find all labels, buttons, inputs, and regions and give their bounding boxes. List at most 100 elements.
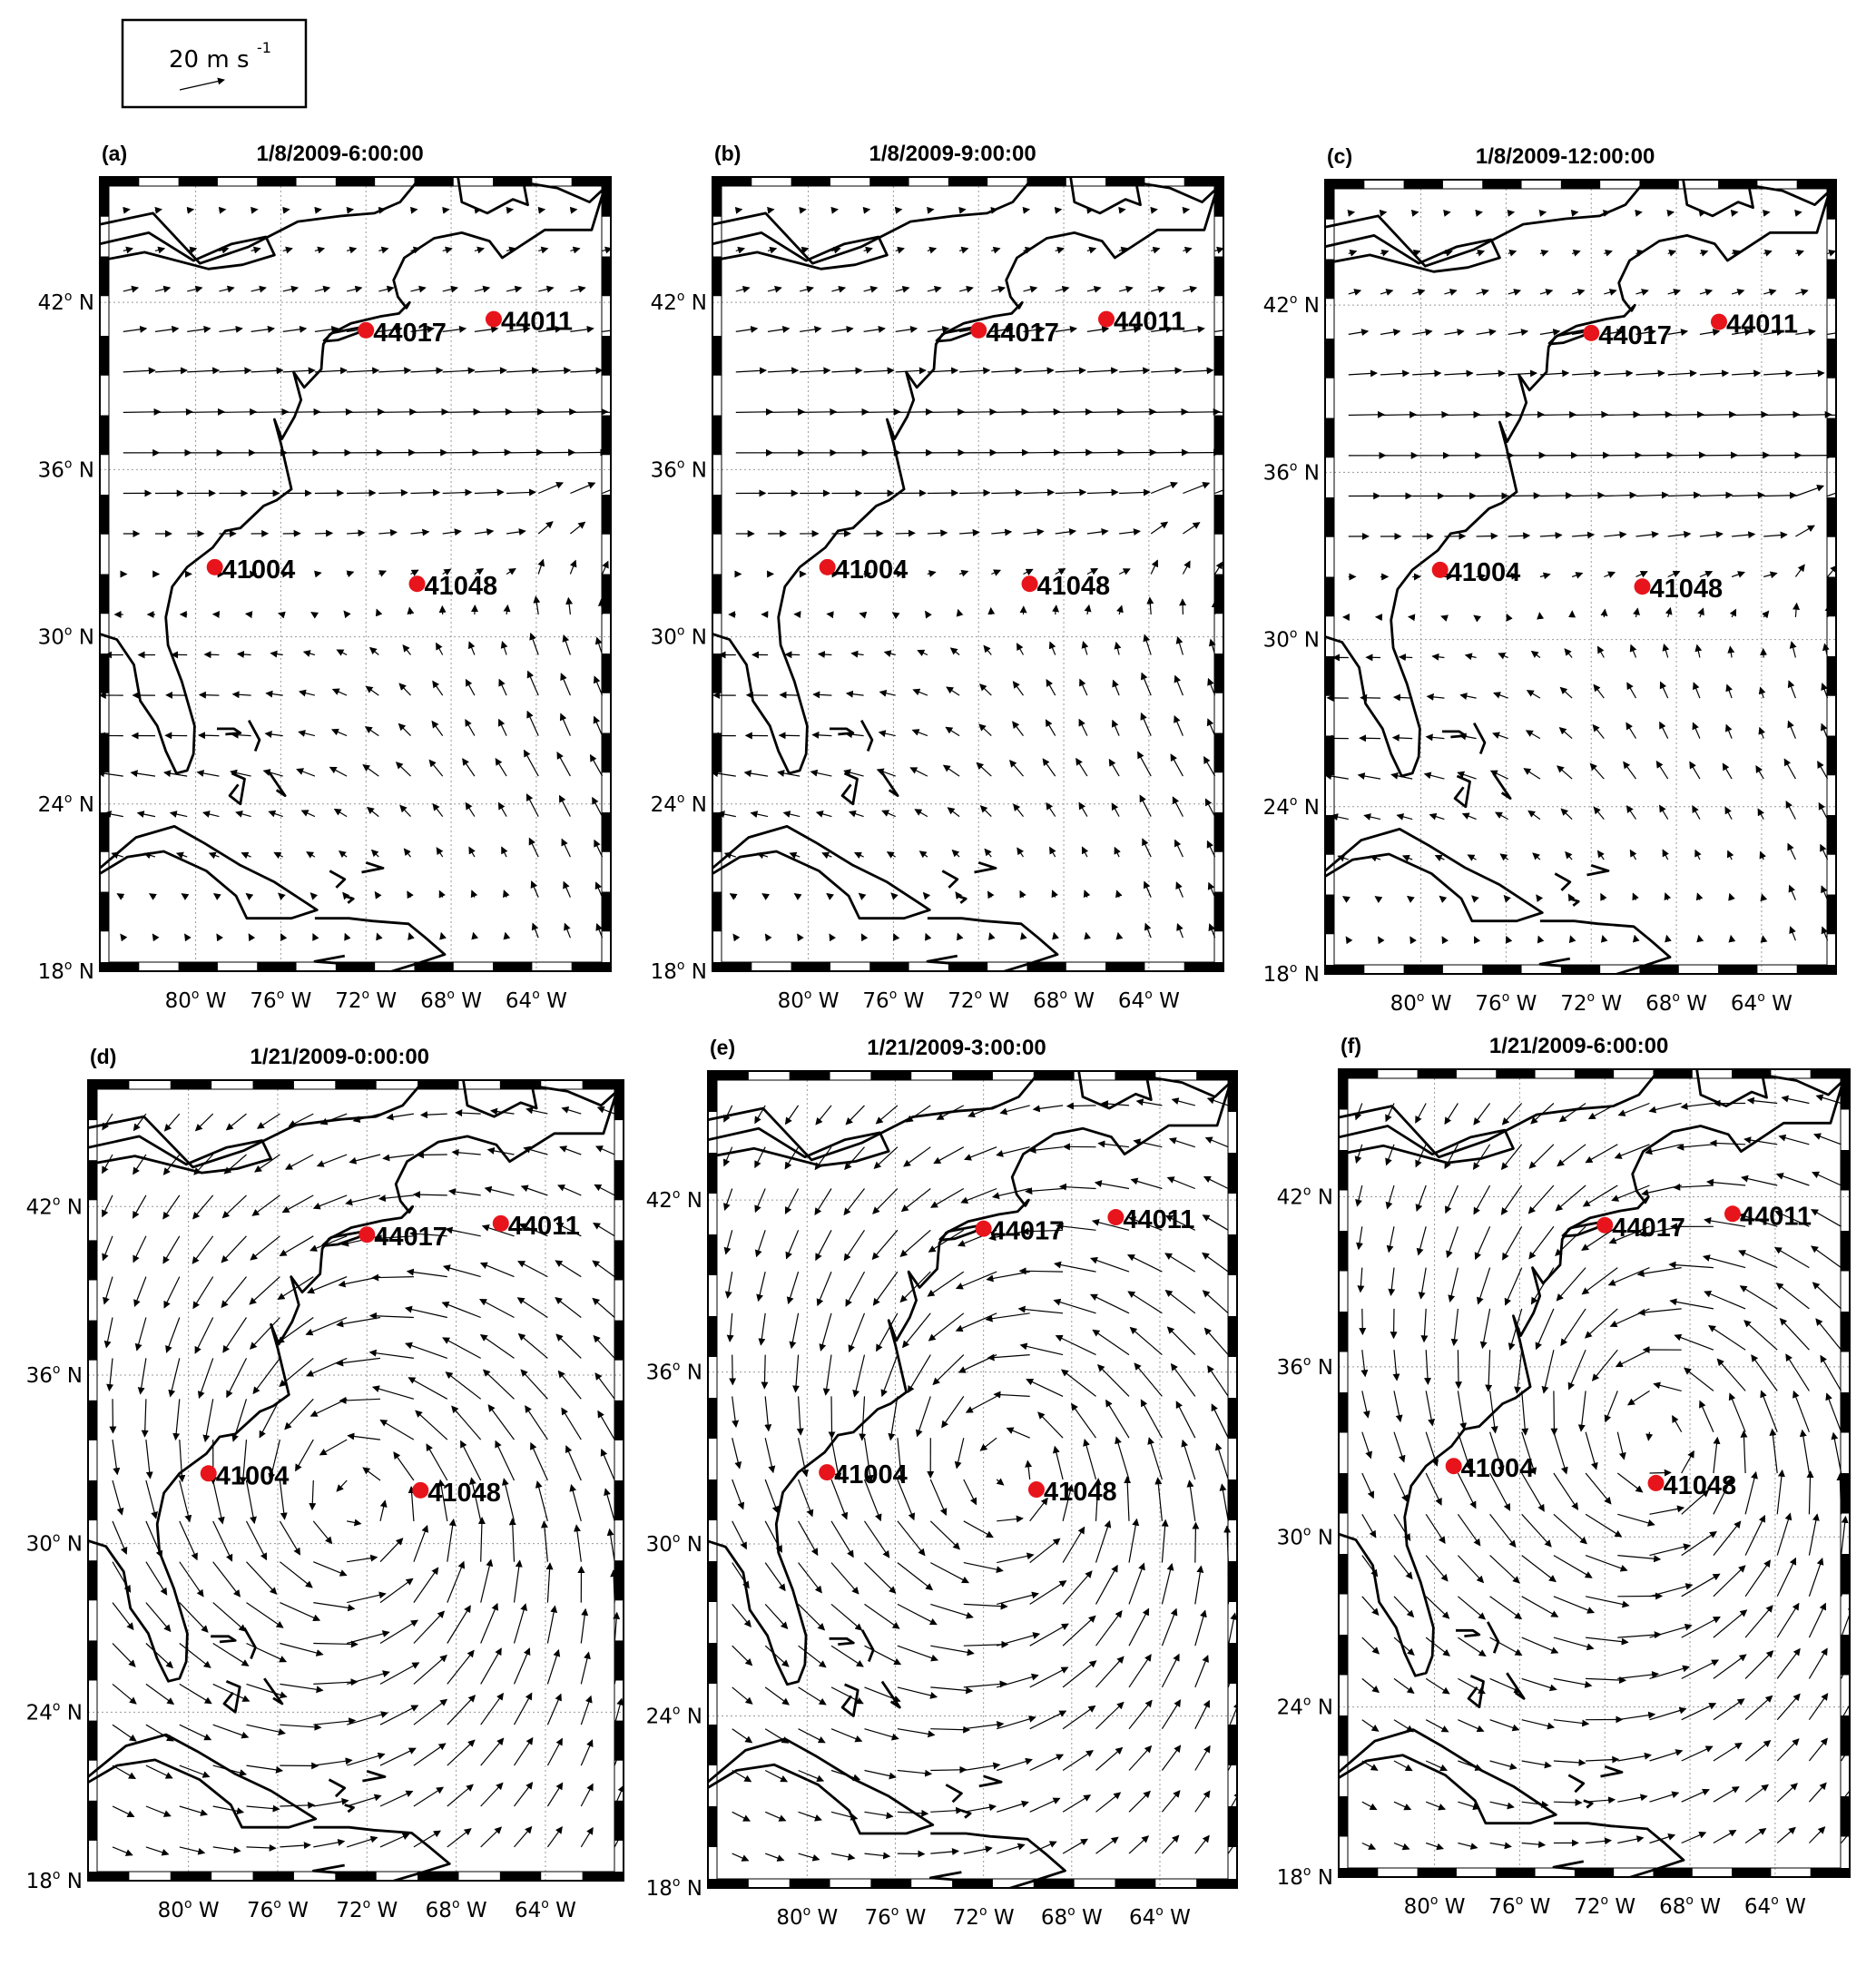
wind-vector <box>570 285 586 293</box>
frame-tick-segment <box>708 1398 717 1439</box>
wind-vector <box>1094 1478 1102 1521</box>
buoy-label: 41004 <box>834 1460 908 1489</box>
wind-vector <box>1600 934 1608 943</box>
frame-tick-segment <box>414 962 454 971</box>
longitude-tick-label: 72o W <box>948 988 1009 1013</box>
wind-vector <box>1012 721 1024 736</box>
wind-vector <box>270 650 283 658</box>
wind-vector <box>1416 1226 1427 1256</box>
wind-vector <box>1553 1677 1593 1688</box>
wind-vector <box>517 1261 548 1278</box>
wind-vector <box>1553 1596 1596 1614</box>
wind-vector <box>900 1188 931 1213</box>
latitude-tick-label: 42o N <box>646 1187 702 1213</box>
wind-vector <box>480 1647 502 1685</box>
wind-vector <box>963 1520 994 1538</box>
wind-vector <box>991 488 1023 496</box>
wind-vector <box>988 932 996 941</box>
wind-vector <box>930 1765 967 1774</box>
wind-vector <box>1458 1596 1487 1620</box>
wind-vector <box>1564 648 1573 658</box>
wind-vector <box>1029 1538 1061 1564</box>
frame-tick-segment <box>712 962 752 971</box>
wind-vector <box>314 325 339 333</box>
frame-tick-segment <box>1339 1069 1348 1110</box>
frame-tick-segment <box>1718 180 1758 189</box>
wind-vector <box>1118 568 1131 575</box>
wind-vector <box>793 893 802 900</box>
wind-vector <box>1012 681 1024 696</box>
wind-vector <box>1025 1187 1064 1195</box>
frame-tick-segment <box>602 732 611 773</box>
frame-tick-segment <box>178 177 218 186</box>
wind-vector <box>756 1271 766 1302</box>
wind-vector <box>1056 1223 1096 1231</box>
latitude-tick-label: 18o N <box>1263 961 1320 987</box>
wind-vector <box>1029 1497 1048 1522</box>
wind-vector <box>1386 1226 1395 1253</box>
wind-vector <box>1565 850 1573 860</box>
wind-vector <box>1183 367 1214 375</box>
coastline-andros <box>840 772 859 806</box>
wind-vector <box>1694 644 1703 658</box>
wind-vector <box>1055 448 1094 457</box>
wind-vector <box>1560 808 1573 821</box>
coastline-turks <box>1600 1764 1624 1778</box>
wind-vector <box>1776 1512 1793 1556</box>
wind-vector <box>447 1828 472 1848</box>
wind-vector <box>1728 892 1735 901</box>
wind-vector <box>1667 570 1681 578</box>
coastline-inagua <box>1554 872 1572 891</box>
frame-tick-segment <box>1115 1071 1156 1080</box>
frame-tick-segment <box>1841 1715 1850 1756</box>
wind-vector <box>930 1603 974 1619</box>
buoy-marker <box>408 575 426 593</box>
frame-tick-segment <box>712 415 722 456</box>
wind-vector <box>1361 1719 1380 1732</box>
wind-vector <box>1785 801 1796 820</box>
coastline-grandBahama <box>830 727 855 736</box>
wind-vector <box>319 1113 348 1126</box>
wind-vector <box>1444 1103 1459 1126</box>
wind-vector <box>1458 1842 1478 1850</box>
wind-vector <box>1151 408 1189 416</box>
wind-vector <box>1763 209 1771 217</box>
wind-vector <box>314 206 322 214</box>
wind-vector <box>1444 289 1458 296</box>
wind-vector <box>756 851 769 860</box>
wind-vector <box>602 411 611 413</box>
latitude-tick-label: 24o N <box>1277 1695 1333 1720</box>
wind-vector <box>347 1794 382 1807</box>
frame-tick-segment <box>1496 1868 1536 1877</box>
wind-vector <box>925 932 932 941</box>
wind-vector <box>525 1106 548 1115</box>
wind-vector <box>1055 1334 1096 1356</box>
wind-vector <box>1592 723 1605 739</box>
wind-vector <box>602 560 609 575</box>
frame-tick-segment <box>712 336 722 376</box>
wind-vector <box>764 1769 789 1783</box>
wind-vector <box>447 1519 457 1562</box>
wind-vector <box>1489 1513 1517 1548</box>
wind-vector <box>1062 1794 1092 1813</box>
wind-vector <box>963 1721 1005 1730</box>
wind-vector <box>280 1842 311 1850</box>
wind-vector <box>379 1790 414 1807</box>
wind-vector <box>1116 605 1124 615</box>
wind-vector <box>1458 1637 1487 1657</box>
wind-vector <box>1795 249 1804 257</box>
wind-vector <box>484 1185 515 1196</box>
wind-vector <box>477 1517 486 1562</box>
wind-vector <box>168 1358 181 1398</box>
wind-vector <box>613 1611 621 1644</box>
wind-vector <box>561 1407 582 1440</box>
wind-vector <box>1054 1261 1096 1273</box>
wind-vector <box>1505 935 1513 944</box>
wind-vector <box>798 1686 827 1706</box>
wind-vector <box>1692 805 1701 820</box>
wind-vector <box>1095 1656 1125 1688</box>
wind-vector <box>102 1154 113 1175</box>
wind-vector <box>1128 1790 1151 1813</box>
wind-vector <box>911 729 928 737</box>
wind-vector <box>197 1358 214 1399</box>
